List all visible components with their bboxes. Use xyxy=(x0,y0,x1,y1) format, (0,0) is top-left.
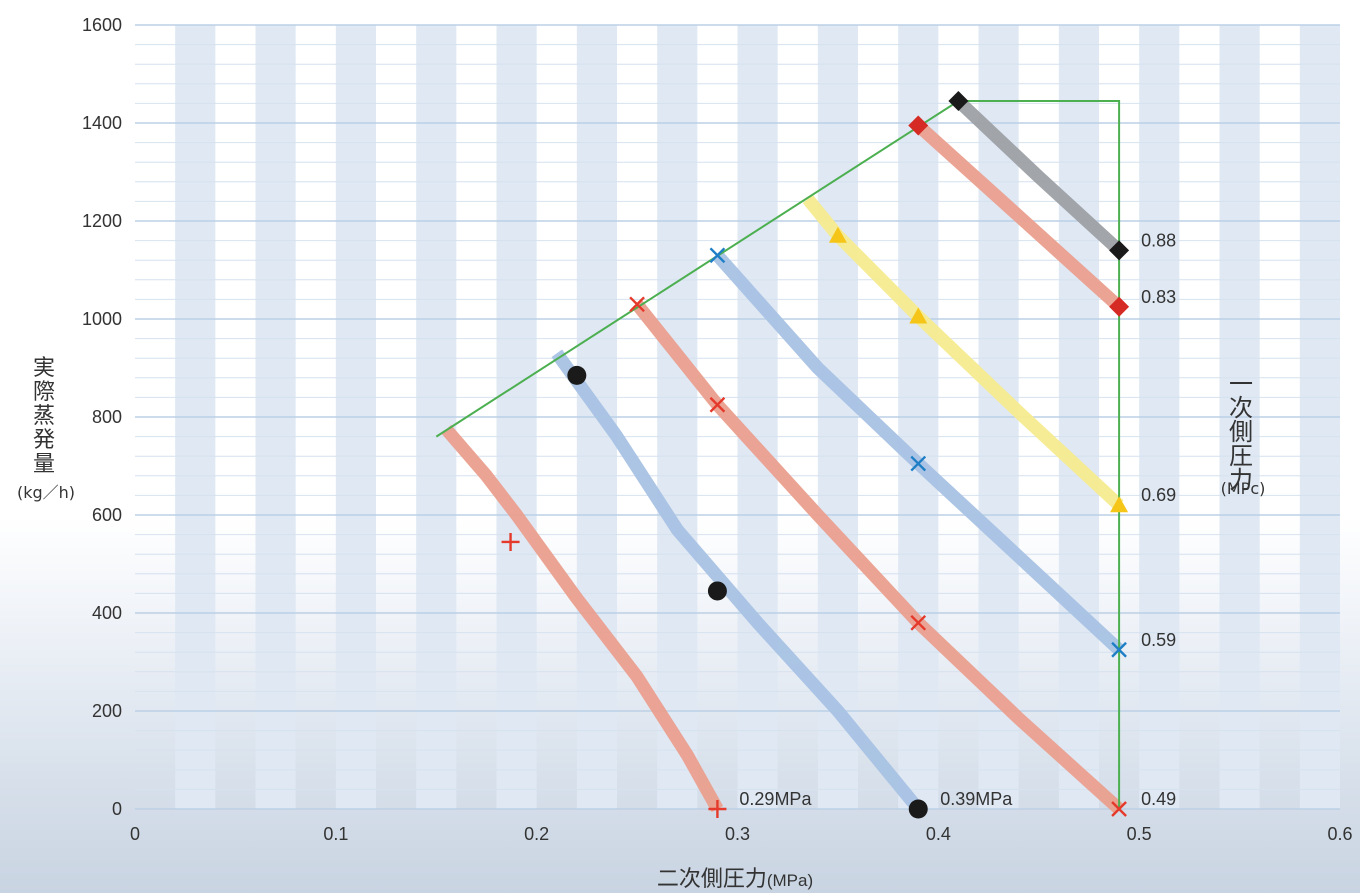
series-labels: 0.29MPa 0.39MPa 0.49 0.59 0.69 0.83 0.88 xyxy=(739,230,1176,809)
y-tick-label: 0 xyxy=(112,799,122,819)
y-axis-title: 実際蒸発量 xyxy=(33,356,55,477)
x-marker xyxy=(910,455,927,472)
y-tick-label: 400 xyxy=(92,603,122,623)
y-tick-label: 1400 xyxy=(82,113,122,133)
x-tick-label: 0.2 xyxy=(524,824,549,844)
axis-title-char: 蒸 xyxy=(33,404,55,429)
series-curve xyxy=(441,425,724,813)
y-axis-ticks: 0 200 400 600 800 1000 1200 1400 1600 xyxy=(82,15,122,819)
y-tick-label: 1000 xyxy=(82,309,122,329)
envelope-line xyxy=(435,100,1121,809)
circle-marker xyxy=(567,365,587,385)
series-label: 0.83 xyxy=(1141,287,1176,307)
y-axis-unit: (kg／h) xyxy=(17,483,75,502)
envelope-lines xyxy=(435,100,1121,809)
axis-title-char: 発 xyxy=(33,428,55,453)
x-marker xyxy=(629,296,645,313)
axis-title-char: 一 xyxy=(1229,370,1253,398)
x-marker xyxy=(1111,641,1127,658)
axis-title-char: 量 xyxy=(33,452,55,477)
x-marker xyxy=(1111,801,1127,817)
plot-gridlines xyxy=(135,24,1340,810)
series-curve xyxy=(913,120,1124,312)
plus-marker xyxy=(501,532,520,551)
series-label: 0.29MPa xyxy=(739,789,812,809)
diamond-marker xyxy=(908,115,929,136)
axis-title-char: 実 xyxy=(33,356,55,381)
x-tick-label: 0.1 xyxy=(323,824,348,844)
circle-marker xyxy=(707,581,727,601)
y-tick-label: 200 xyxy=(92,701,122,721)
x-axis-title-unit: (MPa) xyxy=(767,871,813,890)
series-curve xyxy=(632,300,1124,814)
plus-marker xyxy=(708,800,727,818)
y-tick-label: 1200 xyxy=(82,211,122,231)
series-markers xyxy=(501,90,1130,819)
triangle-marker xyxy=(1110,496,1129,513)
x-tick-label: 0.4 xyxy=(926,824,951,844)
axis-title-char: 側 xyxy=(1229,418,1253,446)
triangle-marker xyxy=(828,226,847,243)
right-axis-unit: (MPc) xyxy=(1221,479,1266,498)
axis-title-char: 際 xyxy=(33,380,55,405)
x-tick-label: 0 xyxy=(130,824,140,844)
series-label: 0.88 xyxy=(1141,230,1176,250)
series-label: 0.69 xyxy=(1141,485,1176,505)
series-label: 0.49 xyxy=(1141,789,1176,809)
x-tick-label: 0.3 xyxy=(725,824,750,844)
right-axis-title: 一次側圧力 xyxy=(1229,370,1253,494)
y-tick-label: 600 xyxy=(92,505,122,525)
x-axis-ticks: 0 0.1 0.2 0.3 0.4 0.5 0.6 xyxy=(130,824,1353,844)
axis-title-char: 圧 xyxy=(1229,442,1253,470)
series-label: 0.39MPa xyxy=(940,789,1013,809)
x-marker xyxy=(709,396,726,413)
axis-title-char: 力 xyxy=(1229,466,1253,494)
x-marker xyxy=(709,247,726,264)
circle-marker xyxy=(908,799,928,819)
x-tick-label: 0.6 xyxy=(1327,824,1352,844)
axis-title-char: 次 xyxy=(1229,394,1253,422)
diamond-marker xyxy=(948,90,969,111)
x-marker xyxy=(910,614,927,631)
y-tick-label: 800 xyxy=(92,407,122,427)
triangle-marker xyxy=(909,307,928,324)
x-tick-label: 0.5 xyxy=(1127,824,1152,844)
series-curve xyxy=(551,349,924,814)
y-tick-label: 1600 xyxy=(82,15,122,35)
series-label: 0.59 xyxy=(1141,630,1176,650)
diamond-marker xyxy=(1109,296,1130,317)
diamond-marker xyxy=(1109,240,1130,261)
x-axis-title-main: 二次側圧力 xyxy=(657,867,767,892)
x-axis-title: 二次側圧力(MPa) xyxy=(657,867,813,892)
series-curve xyxy=(953,96,1124,256)
